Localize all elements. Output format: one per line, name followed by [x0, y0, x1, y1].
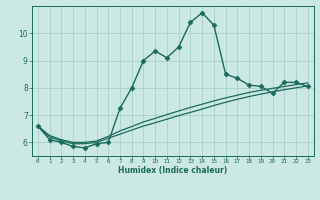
X-axis label: Humidex (Indice chaleur): Humidex (Indice chaleur) — [118, 166, 228, 175]
